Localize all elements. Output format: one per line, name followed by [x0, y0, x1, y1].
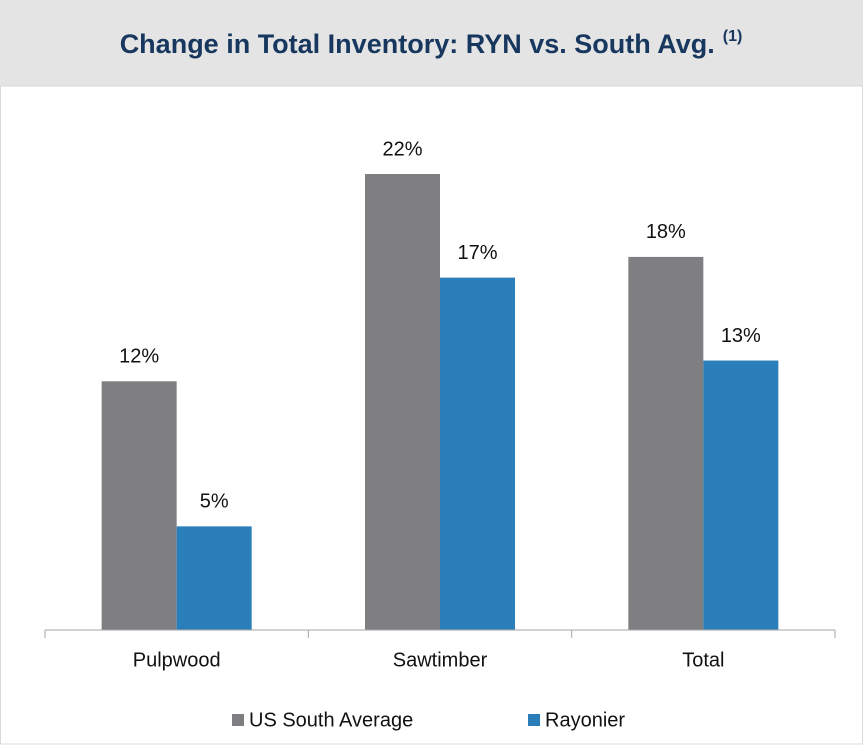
title-text: Change in Total Inventory: RYN vs. South…	[120, 29, 715, 59]
x-tick-label: Sawtimber	[393, 649, 488, 671]
bar	[365, 174, 440, 630]
value-label: 12%	[119, 346, 159, 368]
value-label: 13%	[721, 325, 761, 347]
chart-title: Change in Total Inventory: RYN vs. South…	[120, 28, 743, 59]
title-superscript: (1)	[723, 28, 743, 45]
bar	[176, 526, 252, 630]
bar	[628, 256, 704, 630]
x-tick-label: Total	[682, 649, 724, 671]
legend-label: Rayonier	[545, 709, 625, 731]
legend-label: US South Average	[249, 709, 413, 731]
header-band	[0, 0, 863, 86]
bar	[101, 381, 177, 630]
value-label: 22%	[382, 138, 422, 160]
value-label: 17%	[457, 242, 497, 264]
legend-swatch	[232, 714, 244, 726]
bar	[440, 277, 515, 630]
value-label: 18%	[646, 221, 686, 243]
legend-swatch	[528, 714, 540, 726]
value-label: 5%	[200, 491, 229, 513]
x-tick-label: Pulpwood	[133, 649, 221, 671]
bar	[703, 360, 779, 630]
